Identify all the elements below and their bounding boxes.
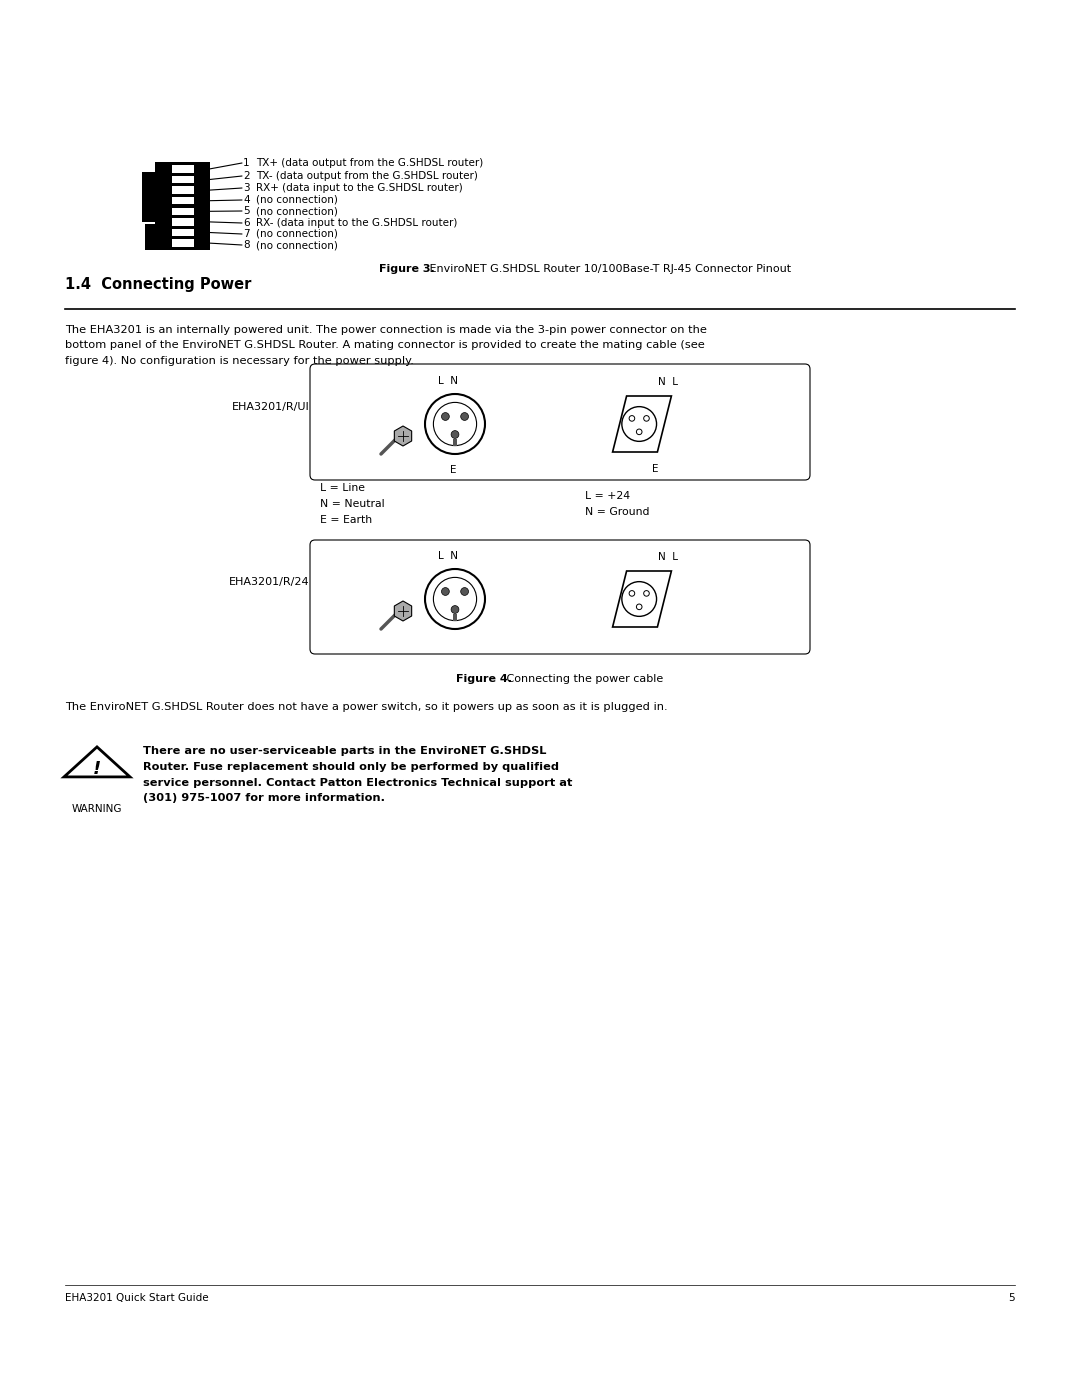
Text: TX- (data output from the G.SHDSL router): TX- (data output from the G.SHDSL router…	[256, 170, 477, 182]
Text: 7: 7	[243, 229, 249, 239]
Text: Figure 4.: Figure 4.	[456, 673, 512, 685]
FancyBboxPatch shape	[310, 365, 810, 481]
Text: EHA3201/R/24: EHA3201/R/24	[229, 577, 310, 587]
Circle shape	[442, 412, 449, 420]
Text: (no connection): (no connection)	[256, 229, 338, 239]
Bar	[172, 197, 193, 204]
Bar	[172, 239, 193, 247]
Bar	[172, 165, 193, 173]
Circle shape	[461, 588, 469, 595]
Circle shape	[451, 606, 459, 613]
Text: There are no user-serviceable parts in the EnviroNET G.SHDSL: There are no user-serviceable parts in t…	[143, 746, 546, 756]
Text: !: !	[93, 760, 102, 778]
Circle shape	[442, 588, 449, 595]
Text: 4: 4	[243, 196, 249, 205]
Text: 1.4  Connecting Power: 1.4 Connecting Power	[65, 277, 252, 292]
Text: (no connection): (no connection)	[256, 196, 338, 205]
Text: E: E	[449, 465, 456, 475]
Text: 8: 8	[243, 240, 249, 250]
Polygon shape	[394, 426, 411, 446]
Text: L = +24: L = +24	[585, 490, 630, 502]
Circle shape	[461, 412, 469, 420]
Text: (no connection): (no connection)	[256, 240, 338, 250]
Text: The EHA3201 is an internally powered unit. The power connection is made via the : The EHA3201 is an internally powered uni…	[65, 326, 707, 335]
Text: 3: 3	[243, 183, 249, 193]
Bar	[172, 208, 193, 215]
Text: 1: 1	[243, 158, 249, 168]
Text: 2: 2	[243, 170, 249, 182]
Text: EnviroNET G.SHDSL Router 10/100Base-T RJ-45 Connector Pinout: EnviroNET G.SHDSL Router 10/100Base-T RJ…	[427, 264, 792, 274]
Bar	[172, 229, 193, 236]
Text: The EnviroNET G.SHDSL Router does not have a power switch, so it powers up as so: The EnviroNET G.SHDSL Router does not ha…	[65, 703, 667, 712]
Text: bottom panel of the EnviroNET G.SHDSL Router. A mating connector is provided to : bottom panel of the EnviroNET G.SHDSL Ro…	[65, 341, 705, 351]
Bar	[145, 224, 156, 250]
Text: N = Ground: N = Ground	[585, 507, 649, 517]
Text: E: E	[651, 464, 658, 474]
Text: TX+ (data output from the G.SHDSL router): TX+ (data output from the G.SHDSL router…	[256, 158, 483, 168]
Bar	[453, 615, 458, 620]
Circle shape	[451, 430, 459, 439]
Bar	[141, 172, 156, 222]
Text: 5: 5	[243, 205, 249, 217]
Text: (301) 975-1007 for more information.: (301) 975-1007 for more information.	[143, 793, 384, 803]
Text: L = Line: L = Line	[320, 483, 365, 493]
Text: L  N: L N	[438, 550, 458, 562]
Text: E = Earth: E = Earth	[320, 515, 373, 525]
Text: EHA3201 Quick Start Guide: EHA3201 Quick Start Guide	[65, 1294, 208, 1303]
Text: WARNING: WARNING	[71, 805, 122, 814]
Text: N = Neutral: N = Neutral	[320, 499, 384, 509]
Text: RX+ (data input to the G.SHDSL router): RX+ (data input to the G.SHDSL router)	[256, 183, 462, 193]
Text: figure 4). No configuration is necessary for the power supply.: figure 4). No configuration is necessary…	[65, 356, 414, 366]
Text: EHA3201/R/UI: EHA3201/R/UI	[232, 402, 310, 412]
Bar	[156, 162, 210, 250]
Text: N  L: N L	[658, 552, 678, 562]
Text: L  N: L N	[438, 376, 458, 386]
Bar	[172, 218, 193, 226]
FancyBboxPatch shape	[310, 541, 810, 654]
Bar	[172, 186, 193, 194]
Text: 5: 5	[1009, 1294, 1015, 1303]
Text: Router. Fuse replacement should only be performed by qualified: Router. Fuse replacement should only be …	[143, 761, 559, 771]
Bar	[453, 439, 458, 446]
Text: (no connection): (no connection)	[256, 205, 338, 217]
Text: service personnel. Contact Patton Electronics Technical support at: service personnel. Contact Patton Electr…	[143, 778, 572, 788]
Text: 6: 6	[243, 218, 249, 228]
Polygon shape	[394, 601, 411, 622]
Text: Connecting the power cable: Connecting the power cable	[502, 673, 663, 685]
Text: RX- (data input to the G.SHDSL router): RX- (data input to the G.SHDSL router)	[256, 218, 457, 228]
Text: N  L: N L	[658, 377, 678, 387]
Text: Figure 3.: Figure 3.	[379, 264, 435, 274]
Bar	[172, 176, 193, 183]
